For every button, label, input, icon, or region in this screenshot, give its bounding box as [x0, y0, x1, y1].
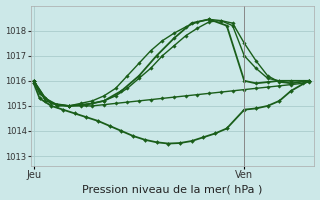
X-axis label: Pression niveau de la mer( hPa ): Pression niveau de la mer( hPa ) [83, 184, 263, 194]
